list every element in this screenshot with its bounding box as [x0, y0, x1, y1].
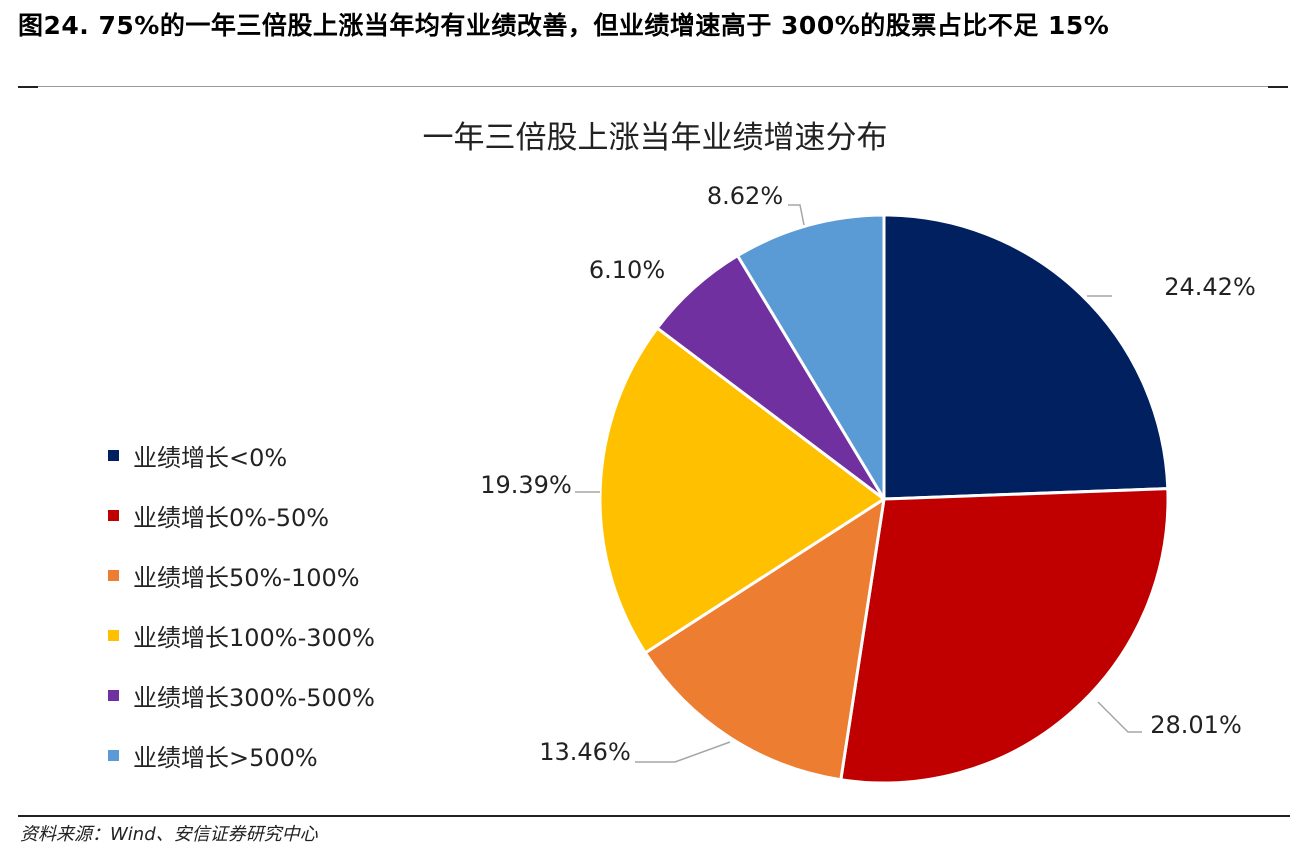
legend-label: 业绩增长50%-100%: [133, 563, 360, 592]
legend-label: 业绩增长0%-50%: [133, 503, 330, 532]
data-label-300-500: 6.10%: [589, 256, 665, 284]
legend-swatch: [108, 509, 119, 521]
legend-item-gt-500: 业绩增长>500%: [108, 740, 318, 772]
pie-slice-50-100: [643, 497, 886, 782]
legend-item-lt-0: 业绩增长<0%: [108, 440, 288, 472]
caption-rule-left-tick: [18, 86, 38, 88]
pie-slice-100-300: [598, 326, 886, 655]
chart-title: 一年三倍股上涨当年业绩增速分布: [423, 120, 888, 156]
caption-rule-right-tick: [1268, 86, 1288, 88]
legend-swatch: [108, 749, 119, 761]
legend-label: 业绩增长>500%: [133, 743, 318, 772]
legend-swatch: [108, 629, 119, 641]
legend-swatch: [108, 689, 119, 701]
pie-slices: [598, 213, 1170, 785]
figure-caption: 图24. 75%的一年三倍股上涨当年均有业绩改善，但业绩增速高于 300%的股票…: [18, 11, 1110, 40]
legend-swatch: [108, 449, 119, 461]
legend-label: 业绩增长<0%: [133, 443, 288, 472]
pie-slice-0-50: [839, 487, 1170, 785]
legend-item-100-300: 业绩增长100%-300%: [108, 620, 375, 652]
legend-item-300-500: 业绩增长300%-500%: [108, 680, 375, 712]
legend-item-0-50: 业绩增长0%-50%: [108, 500, 330, 532]
data-label-0-50: 28.01%: [1150, 711, 1242, 739]
pie-slice-gt-500: [736, 213, 886, 501]
label-leader-lines: [575, 204, 1142, 763]
legend-swatch: [108, 569, 119, 581]
legend-label: 业绩增长100%-300%: [133, 623, 375, 652]
leader-line-0-50: [1097, 701, 1142, 733]
pie-slice-lt-0: [882, 213, 1170, 501]
data-label-100-300: 19.39%: [480, 471, 572, 499]
leader-line-50-100: [635, 741, 731, 763]
footer-rule: [18, 815, 1290, 817]
data-label-lt-0: 24.42%: [1164, 273, 1256, 301]
caption-rule: [38, 86, 1268, 87]
legend-label: 业绩增长300%-500%: [133, 683, 375, 712]
data-label-gt-500: 8.62%: [707, 182, 783, 210]
leader-line-gt-500: [788, 204, 805, 226]
legend-item-50-100: 业绩增长50%-100%: [108, 560, 360, 592]
source-note: 资料来源：Wind、安信证券研究中心: [20, 824, 318, 845]
pie-data-labels: 24.42% 28.01% 13.46% 19.39% 6.10% 8.62%: [480, 182, 1256, 766]
data-label-50-100: 13.46%: [539, 738, 631, 766]
